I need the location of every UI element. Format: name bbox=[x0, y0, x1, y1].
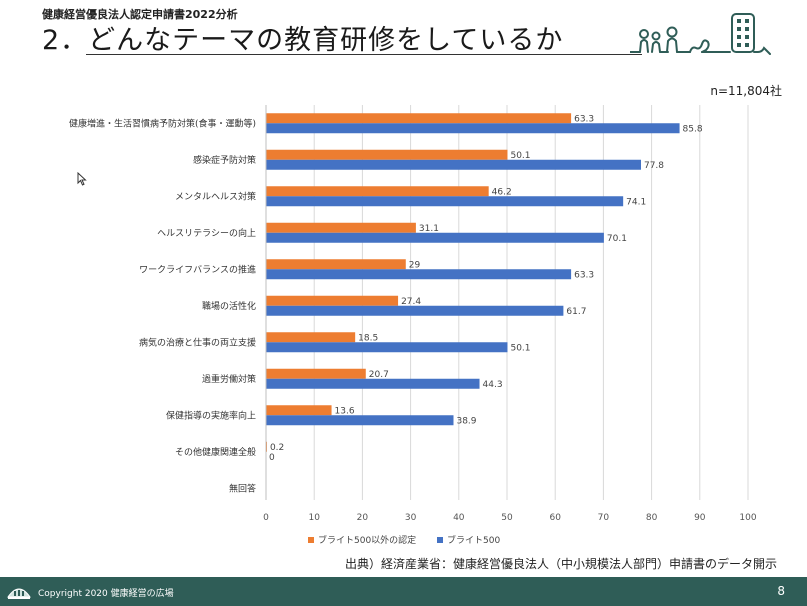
bar-series2 bbox=[266, 342, 508, 353]
category-label: ヘルスリテラシーの向上 bbox=[157, 227, 256, 239]
x-tick-label: 20 bbox=[357, 513, 369, 523]
bar-series2 bbox=[266, 269, 572, 280]
x-tick-label: 60 bbox=[549, 513, 561, 523]
bar-series1 bbox=[266, 222, 416, 233]
legend-label-series2: ブライト500 bbox=[447, 536, 501, 546]
bar-series2 bbox=[266, 378, 480, 389]
category-label: 無回答 bbox=[229, 482, 256, 494]
data-label: 18.5 bbox=[358, 333, 378, 343]
bar-series1 bbox=[266, 295, 399, 306]
bar-series1 bbox=[266, 405, 332, 416]
legend-item-series2: ブライト500 bbox=[437, 533, 500, 546]
data-label: 63.3 bbox=[574, 114, 594, 124]
category-label: ワークライフバランスの推進 bbox=[139, 263, 256, 275]
data-label: 61.7 bbox=[566, 307, 586, 317]
category-label: 過重労働対策 bbox=[202, 373, 256, 385]
x-tick-label: 40 bbox=[453, 513, 465, 523]
bar-series1 bbox=[266, 259, 406, 270]
legend-item-series1: ブライト500以外の認定 bbox=[308, 533, 416, 546]
legend-swatch-series1 bbox=[308, 536, 314, 543]
category-label: 病気の治療と仕事の両立支援 bbox=[139, 336, 256, 348]
header-subtitle: 健康経営優良法人認定申請書2022分析 bbox=[42, 8, 238, 21]
bar-series2 bbox=[266, 159, 641, 170]
data-label: 50.1 bbox=[510, 151, 530, 161]
bar-chart: 0 10 20 30 40 50 60 70 80 90 100 健康増進・生活習慣病予防対策(食事・… bbox=[69, 105, 757, 523]
data-label: 13.6 bbox=[335, 406, 355, 416]
people-city-illustration-icon bbox=[630, 13, 771, 55]
title-underline bbox=[86, 54, 642, 55]
data-label: 29 bbox=[409, 260, 421, 270]
data-label: 50.1 bbox=[510, 343, 530, 353]
copyright-text: Copyright 2020 健康経営の広場 bbox=[38, 589, 174, 599]
source-note: 出典）経済産業省：健康経営優良法人（中小規模法人部門）申請書のデータ開示 bbox=[344, 557, 777, 571]
bar-series1 bbox=[266, 332, 356, 343]
data-label: 20.7 bbox=[369, 370, 389, 380]
data-label: 77.8 bbox=[644, 161, 664, 171]
data-label: 85.8 bbox=[683, 124, 703, 134]
x-tick-label: 80 bbox=[646, 513, 658, 523]
bar-series1 bbox=[266, 368, 366, 379]
data-label: 63.3 bbox=[574, 270, 594, 280]
legend-swatch-series2 bbox=[437, 536, 443, 543]
x-tick-label: 0 bbox=[263, 513, 269, 523]
category-label: 健康増進・生活習慣病予防対策(食事・運動等) bbox=[69, 117, 256, 129]
data-label: 27.4 bbox=[401, 297, 421, 307]
category-label: その他健康関連全般 bbox=[175, 446, 256, 458]
x-tick-label: 10 bbox=[308, 513, 320, 523]
page-number: 8 bbox=[777, 584, 785, 598]
bar-series1 bbox=[266, 149, 508, 160]
data-label: 31.1 bbox=[419, 224, 439, 234]
category-label: 職場の活性化 bbox=[202, 300, 256, 312]
slide-title: 2．どんなテーマの教育研修をしているか bbox=[42, 25, 564, 56]
x-tick-label: 50 bbox=[501, 513, 513, 523]
sample-size-label: n=11,804社 bbox=[710, 84, 782, 98]
mouse-cursor-icon bbox=[77, 172, 87, 186]
category-label: 感染症予防対策 bbox=[193, 154, 256, 166]
x-tick-label: 30 bbox=[405, 513, 417, 523]
x-tick-label: 70 bbox=[598, 513, 610, 523]
bar-series2 bbox=[266, 305, 564, 316]
data-label: 0.2 bbox=[270, 443, 284, 453]
footer-bar: Copyright 2020 健康経営の広場 8 bbox=[0, 577, 807, 606]
bar-series2 bbox=[266, 415, 454, 426]
category-label: メンタルヘルス対策 bbox=[175, 190, 256, 202]
data-label: 38.9 bbox=[456, 416, 476, 426]
data-label: 46.2 bbox=[492, 187, 512, 197]
x-tick-label: 100 bbox=[739, 513, 756, 523]
data-label: 70.1 bbox=[607, 234, 627, 244]
data-label: 0 bbox=[269, 453, 275, 463]
legend-label-series1: ブライト500以外の認定 bbox=[318, 536, 417, 546]
bar-series2 bbox=[266, 232, 604, 243]
category-label: 保健指導の実施率向上 bbox=[166, 409, 256, 421]
bar-series1 bbox=[266, 186, 489, 197]
logo-icon bbox=[7, 588, 31, 599]
bar-series2 bbox=[266, 123, 680, 134]
x-tick-label: 90 bbox=[694, 513, 706, 523]
bar-series1 bbox=[266, 113, 572, 124]
bar-series2 bbox=[266, 196, 624, 207]
data-label: 74.1 bbox=[626, 197, 646, 207]
data-label: 44.3 bbox=[483, 380, 503, 390]
